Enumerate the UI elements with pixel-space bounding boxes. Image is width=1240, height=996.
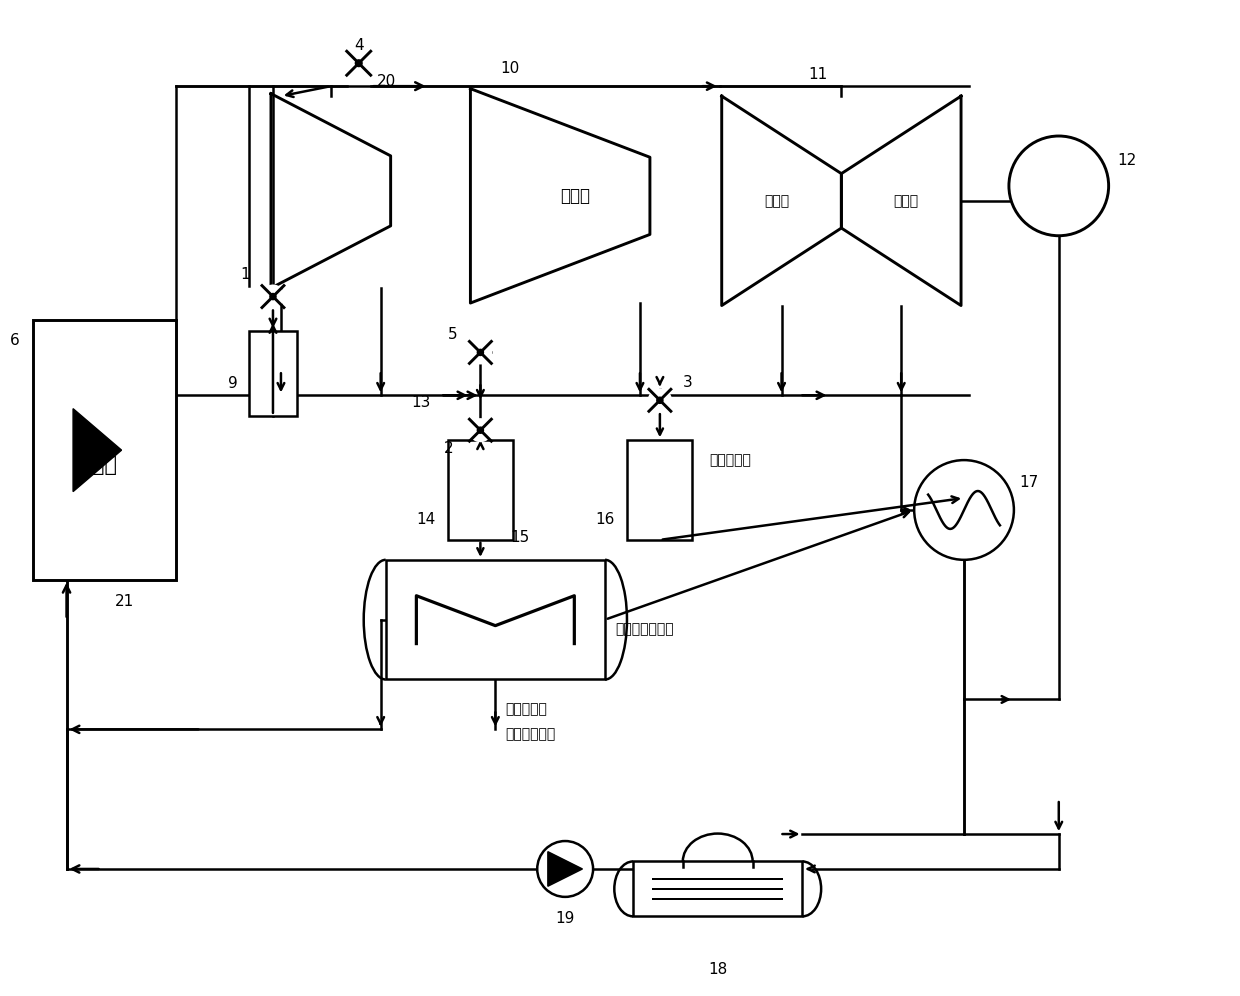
Bar [627, 440, 692, 540]
Circle shape [356, 60, 362, 67]
Text: 21: 21 [115, 595, 134, 610]
Circle shape [657, 397, 663, 403]
Text: 低压缸: 低压缸 [894, 194, 919, 208]
Text: 6: 6 [10, 333, 20, 348]
Circle shape [346, 50, 372, 77]
Bar [448, 440, 513, 540]
Text: 打入凝汽器: 打入凝汽器 [709, 453, 751, 467]
Bar [249, 331, 296, 415]
Text: 4: 4 [353, 38, 363, 53]
Circle shape [469, 341, 492, 365]
Circle shape [914, 460, 1014, 560]
Polygon shape [73, 408, 122, 492]
Text: 12: 12 [1117, 153, 1136, 168]
Circle shape [647, 388, 672, 412]
Text: 1: 1 [241, 267, 250, 282]
Text: 低压缸: 低压缸 [764, 194, 790, 208]
Text: 17: 17 [1019, 474, 1038, 490]
Text: 10: 10 [501, 61, 520, 77]
Text: 15: 15 [511, 531, 529, 546]
Text: 16: 16 [595, 512, 615, 528]
Text: 11: 11 [807, 67, 827, 82]
Text: 去热网供热: 去热网供热 [506, 702, 547, 716]
Text: 14: 14 [415, 512, 435, 528]
Circle shape [469, 418, 492, 442]
Circle shape [1009, 136, 1109, 236]
Text: 18: 18 [708, 962, 728, 977]
Text: 5: 5 [448, 327, 458, 342]
Text: 13: 13 [410, 394, 430, 409]
Text: 或蓄热罐蓄热: 或蓄热罐蓄热 [506, 727, 556, 741]
Circle shape [260, 285, 285, 309]
Text: 3: 3 [683, 374, 693, 389]
Text: 疏水打入凝汽器: 疏水打入凝汽器 [615, 622, 673, 636]
Circle shape [270, 294, 277, 300]
Text: 19: 19 [556, 911, 575, 926]
Bar [386, 560, 605, 679]
Circle shape [537, 841, 593, 896]
Text: 9: 9 [228, 375, 238, 390]
Text: 2: 2 [444, 440, 454, 455]
Circle shape [477, 427, 484, 433]
Text: 20: 20 [377, 74, 397, 89]
Bar [632, 862, 802, 916]
Circle shape [477, 350, 484, 356]
Text: 锅炉: 锅炉 [92, 455, 117, 475]
Text: 中压缸: 中压缸 [560, 187, 590, 205]
Polygon shape [548, 852, 583, 886]
Bar [33, 321, 176, 580]
